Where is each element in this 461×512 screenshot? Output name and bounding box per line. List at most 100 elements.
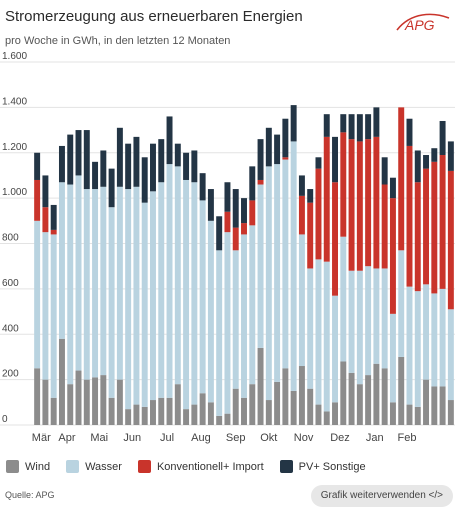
bar-segment-pv bbox=[274, 134, 281, 165]
bar-segment-konventionell bbox=[356, 141, 363, 271]
bar-segment-pv bbox=[207, 189, 214, 221]
bar-segment-wind bbox=[373, 363, 380, 425]
bar-segment-wasser bbox=[274, 164, 281, 382]
bar-segment-wind bbox=[265, 400, 272, 425]
bar-segment-konventionell bbox=[365, 139, 372, 267]
bar-segment-konventionell bbox=[447, 170, 454, 310]
bar-segment-pv bbox=[100, 150, 107, 187]
y-tick-label: 200 bbox=[2, 369, 19, 380]
bar-segment-wind bbox=[298, 366, 305, 425]
bar-segment-pv bbox=[108, 168, 115, 208]
bar-segment-wind bbox=[257, 347, 264, 425]
x-tick-label: Nov bbox=[294, 432, 314, 444]
bar-segment-konventionell bbox=[249, 200, 256, 226]
bar-segment-konventionell bbox=[414, 182, 421, 292]
stacked-bar-chart: 0 200 400 600 800 1.000 1.200 1.400 1.600 Mär Apr M… bbox=[0, 52, 455, 444]
chart-title: Stromerzeugung aus erneuerbaren Energien bbox=[5, 8, 303, 25]
bar-segment-wasser bbox=[431, 293, 438, 387]
bar-segment-pv bbox=[414, 150, 421, 183]
bar-segment-wind bbox=[75, 370, 82, 425]
bar-segment-pv bbox=[315, 157, 322, 169]
bar-segment-konventionell bbox=[340, 132, 347, 237]
source-note: Quelle: APG bbox=[5, 490, 55, 500]
bar-segment-konventionell bbox=[348, 139, 355, 271]
bar-segment-konventionell bbox=[381, 184, 388, 269]
bar-segment-wind bbox=[414, 406, 421, 425]
bar-segment-wind bbox=[389, 402, 396, 425]
bar-segment-pv bbox=[83, 130, 90, 190]
bar-segment-pv bbox=[249, 166, 256, 201]
bar-segment-wasser bbox=[332, 295, 338, 403]
bar-segment-wind bbox=[125, 409, 132, 425]
bar-segment-wasser bbox=[34, 220, 41, 369]
bar-segment-wind bbox=[406, 404, 413, 425]
bar-segment-konventionell bbox=[373, 136, 380, 269]
bar-segment-wind bbox=[398, 356, 405, 425]
bar-segment-wasser bbox=[50, 234, 57, 398]
bar-segment-konventionell bbox=[298, 195, 305, 235]
legend-item-konventionell[interactable]: Konventionell+ Import bbox=[137, 460, 264, 473]
bar-segment-wasser bbox=[373, 268, 380, 364]
bar-segment-wasser bbox=[125, 189, 132, 410]
bar-segment-wasser bbox=[75, 175, 82, 371]
y-tick-label: 600 bbox=[2, 278, 19, 289]
x-tick-label: Jul bbox=[160, 432, 174, 444]
bar-segment-wasser bbox=[42, 232, 49, 380]
bar-segment-wasser bbox=[232, 250, 239, 389]
bar-segment-konventionell bbox=[423, 168, 430, 285]
bar-segment-wind bbox=[439, 386, 446, 425]
legend-item-wind[interactable]: Wind bbox=[6, 460, 50, 473]
bar-segment-wasser bbox=[265, 166, 272, 401]
bar-segment-wasser bbox=[108, 207, 115, 398]
y-tick-label: 1.600 bbox=[2, 52, 27, 62]
bar-segment-pv bbox=[423, 155, 430, 169]
bar-segment-konventionell bbox=[282, 157, 289, 160]
y-tick-label: 0 bbox=[2, 414, 8, 425]
y-tick-label: 800 bbox=[2, 233, 19, 244]
bar-segment-wind bbox=[191, 404, 198, 425]
bar-segment-wind bbox=[183, 409, 190, 425]
bar-segment-pv bbox=[58, 145, 65, 183]
bar-segment-wind bbox=[348, 372, 355, 425]
bar-segment-pv bbox=[232, 189, 239, 228]
bar-segment-konventionell bbox=[241, 223, 247, 235]
bar-segment-pv bbox=[191, 150, 198, 183]
bar-segment-konventionell bbox=[439, 155, 446, 289]
bar-segment-wasser bbox=[398, 250, 405, 357]
logo-text: APG bbox=[404, 17, 435, 33]
bar-segment-wind bbox=[431, 386, 438, 425]
bar-segment-pv bbox=[307, 189, 314, 203]
bar-segment-pv bbox=[158, 139, 165, 183]
bar-segment-wasser bbox=[207, 220, 214, 403]
bar-segment-pv bbox=[365, 114, 372, 140]
legend-item-wasser[interactable]: Wasser bbox=[66, 460, 122, 473]
bar-segment-wind bbox=[340, 361, 347, 425]
y-tick-label: 400 bbox=[2, 323, 19, 334]
bar-segment-wasser bbox=[290, 141, 297, 391]
bar-segment-wasser bbox=[183, 179, 190, 410]
bar-segment-wind bbox=[381, 368, 388, 425]
legend-item-pv[interactable]: PV+ Sonstige bbox=[279, 460, 366, 473]
bar-segment-konventionell bbox=[389, 198, 396, 314]
legend-swatch-wind bbox=[6, 460, 19, 473]
bar-segment-wind bbox=[423, 379, 430, 425]
reuse-graphic-button[interactable]: Grafik weiterverwenden </> bbox=[310, 485, 453, 507]
bar-segment-wasser bbox=[323, 261, 330, 412]
bar-segment-wind bbox=[158, 397, 165, 425]
x-tick-label: Dez bbox=[330, 432, 350, 444]
bar-segment-wind bbox=[290, 390, 297, 425]
bar-segment-konventionell bbox=[332, 182, 338, 296]
x-tick-label: Aug bbox=[191, 432, 211, 444]
x-tick-label: Okt bbox=[260, 432, 277, 444]
x-tick-label: Apr bbox=[58, 432, 75, 444]
bar-segment-wasser bbox=[133, 186, 140, 405]
bar-segment-pv bbox=[381, 157, 388, 185]
bar-segment-pv bbox=[298, 175, 305, 196]
bar-segment-wind bbox=[315, 404, 322, 425]
bar-segment-konventionell bbox=[406, 145, 413, 287]
bar-segment-wind bbox=[307, 388, 314, 425]
bar-segment-pv bbox=[431, 148, 438, 162]
bar-segment-wasser bbox=[365, 266, 372, 376]
bar-segment-pv bbox=[166, 116, 173, 165]
bar-segment-pv bbox=[323, 114, 330, 137]
